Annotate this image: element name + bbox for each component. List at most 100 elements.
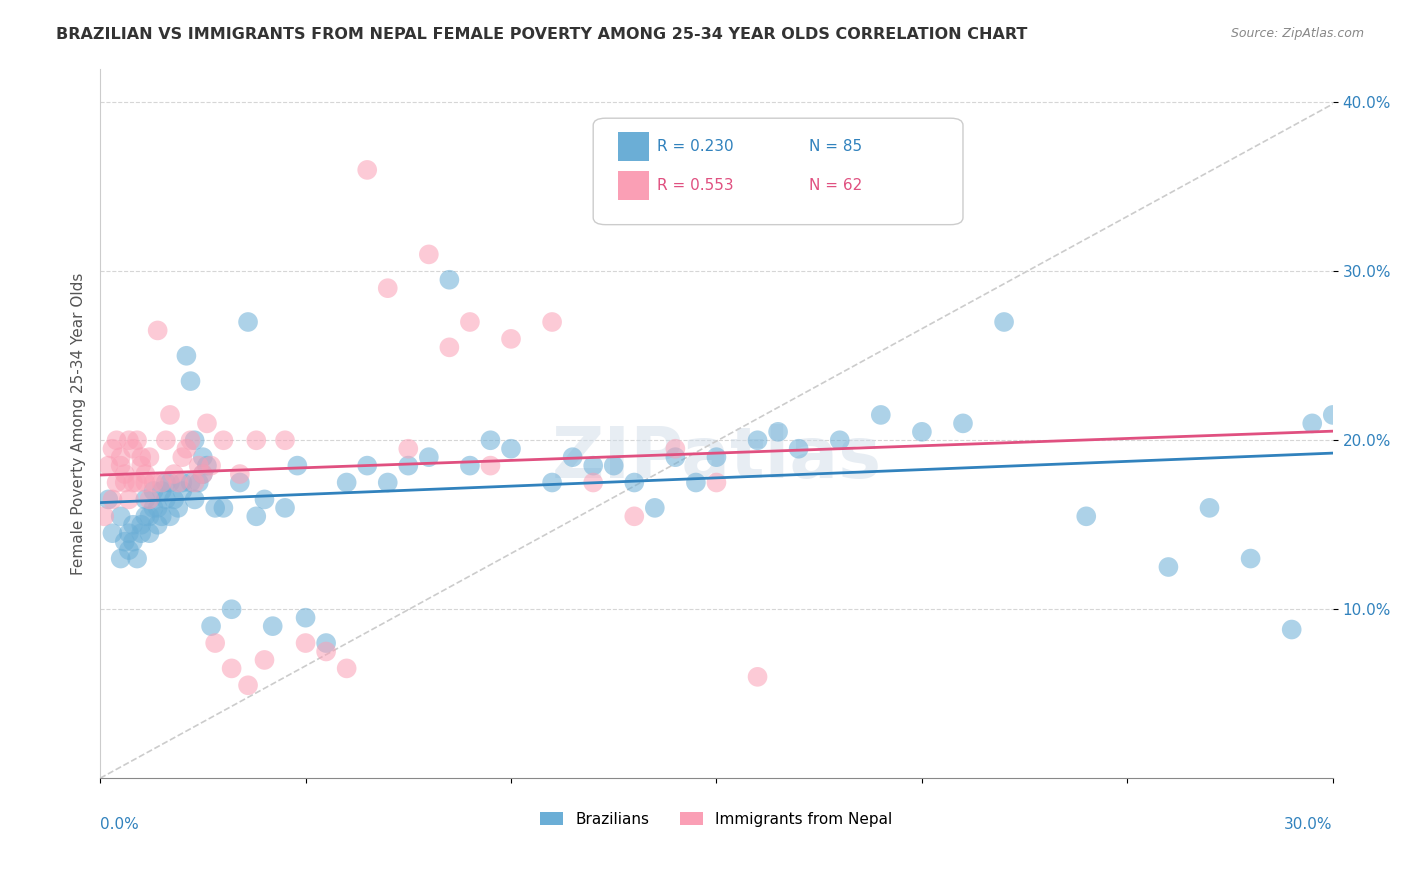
Point: [110, 551, 132, 566]
Point: [1301, 417, 1323, 431]
Point: [129, 526, 152, 541]
Point: [195, 417, 218, 431]
Point: [582, 475, 605, 490]
Y-axis label: Female Poverty Among 25-34 Year Olds: Female Poverty Among 25-34 Year Olds: [72, 272, 86, 574]
Point: [159, 408, 181, 422]
Point: [134, 509, 156, 524]
Point: [787, 442, 810, 456]
Point: [499, 332, 522, 346]
Point: [336, 661, 359, 675]
Point: [582, 458, 605, 473]
Point: [706, 450, 728, 465]
Point: [479, 458, 502, 473]
Point: [118, 492, 141, 507]
Point: [191, 467, 214, 481]
Point: [1198, 500, 1220, 515]
Point: [127, 434, 149, 448]
Point: [142, 500, 165, 515]
Point: [146, 517, 169, 532]
Point: [167, 475, 190, 490]
Point: [274, 434, 297, 448]
Point: [183, 492, 205, 507]
Point: [187, 475, 209, 490]
Point: [180, 374, 202, 388]
Point: [97, 492, 120, 507]
Point: [93, 509, 115, 524]
Point: [262, 619, 284, 633]
Point: [541, 315, 564, 329]
Point: [499, 442, 522, 456]
Point: [191, 467, 214, 481]
Point: [187, 458, 209, 473]
Point: [150, 509, 173, 524]
Point: [183, 475, 205, 490]
Point: [221, 661, 243, 675]
Point: [541, 475, 564, 490]
Text: 0.0%: 0.0%: [100, 817, 139, 832]
Point: [952, 417, 974, 431]
Point: [172, 450, 194, 465]
Point: [418, 247, 440, 261]
Point: [236, 315, 259, 329]
Text: N = 85: N = 85: [808, 139, 862, 154]
Point: [664, 442, 686, 456]
Point: [114, 475, 136, 490]
Point: [315, 636, 337, 650]
Point: [294, 636, 316, 650]
Point: [706, 475, 728, 490]
Point: [1281, 623, 1303, 637]
Point: [138, 450, 160, 465]
Point: [377, 281, 399, 295]
Point: [458, 315, 481, 329]
Point: [127, 551, 149, 566]
Point: [122, 534, 145, 549]
Point: [138, 526, 160, 541]
Point: [418, 450, 440, 465]
Point: [180, 434, 202, 448]
Point: [356, 162, 378, 177]
FancyBboxPatch shape: [593, 119, 963, 225]
Point: [644, 500, 666, 515]
Point: [253, 492, 276, 507]
Point: [623, 509, 645, 524]
Point: [110, 450, 132, 465]
Point: [155, 492, 177, 507]
Point: [766, 425, 789, 439]
Point: [172, 475, 194, 490]
Point: [315, 644, 337, 658]
Point: [1239, 551, 1261, 566]
Point: [356, 458, 378, 473]
Point: [336, 475, 359, 490]
Point: [163, 467, 186, 481]
Text: BRAZILIAN VS IMMIGRANTS FROM NEPAL FEMALE POVERTY AMONG 25-34 YEAR OLDS CORRELAT: BRAZILIAN VS IMMIGRANTS FROM NEPAL FEMAL…: [56, 27, 1028, 42]
Point: [134, 492, 156, 507]
Point: [150, 483, 173, 498]
Point: [396, 458, 419, 473]
Point: [229, 467, 252, 481]
Point: [129, 458, 152, 473]
Point: [603, 458, 626, 473]
Point: [396, 442, 419, 456]
Point: [129, 450, 152, 465]
Point: [129, 517, 152, 532]
Point: [155, 475, 177, 490]
Point: [176, 349, 198, 363]
Point: [212, 500, 235, 515]
Point: [245, 434, 267, 448]
Point: [180, 475, 202, 490]
Point: [155, 434, 177, 448]
Text: N = 62: N = 62: [808, 178, 862, 194]
Point: [110, 458, 132, 473]
Point: [97, 458, 120, 473]
Point: [122, 442, 145, 456]
Point: [146, 500, 169, 515]
Point: [439, 273, 461, 287]
Point: [828, 434, 851, 448]
Point: [1076, 509, 1098, 524]
Point: [664, 450, 686, 465]
Point: [221, 602, 243, 616]
Legend: Brazilians, Immigrants from Nepal: Brazilians, Immigrants from Nepal: [533, 804, 900, 834]
Point: [993, 315, 1015, 329]
Text: ZIPatlas: ZIPatlas: [551, 425, 882, 493]
Point: [122, 475, 145, 490]
